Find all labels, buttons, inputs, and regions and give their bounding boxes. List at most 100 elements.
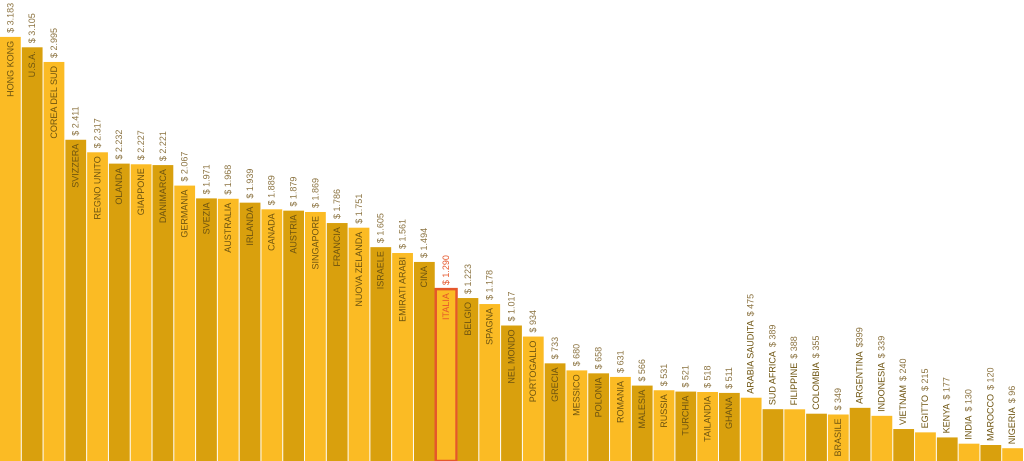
- category-label: ISRAELE: [376, 251, 386, 289]
- value-label: $ 511: [724, 367, 734, 389]
- bar: [370, 247, 392, 461]
- bar: [718, 392, 740, 461]
- bar: [871, 415, 893, 461]
- category-label: MALESIA: [637, 390, 647, 429]
- bar: [457, 298, 479, 461]
- bar: [1002, 448, 1023, 461]
- category-label: BELGIO: [463, 302, 473, 336]
- category-label: BRASILE: [833, 419, 843, 457]
- category-label: SUD AFRICA: [768, 351, 778, 405]
- value-label: $ 1.968: [223, 165, 233, 195]
- bar: [413, 261, 435, 461]
- category-label: PORTOGALLO: [528, 341, 538, 403]
- bar: [522, 336, 544, 461]
- value-label: $ 2.227: [136, 130, 146, 160]
- category-label: CINA: [419, 266, 429, 288]
- value-label: $ 658: [594, 347, 604, 370]
- bar: [631, 385, 653, 461]
- bar: [130, 164, 152, 461]
- category-label: SPAGNA: [485, 308, 495, 345]
- category-label: TAILANDIA: [702, 396, 712, 442]
- value-label: $ 1.889: [267, 175, 277, 205]
- category-label: AUSTRIA: [289, 215, 299, 254]
- value-label: $ 1.561: [397, 219, 407, 249]
- value-label: $ 349: [833, 388, 843, 411]
- value-label: $399: [855, 327, 865, 347]
- bar: [43, 61, 65, 461]
- value-label: $ 1.751: [354, 194, 364, 224]
- category-label: AUSTRALIA: [223, 203, 233, 253]
- bar: [392, 253, 413, 461]
- bar-label: INDIA $ 130: [964, 389, 974, 440]
- category-label: SVEZIA: [201, 202, 211, 234]
- category-label: GIAPPONE: [136, 168, 146, 215]
- category-label: GERMANIA: [180, 190, 190, 238]
- category-label: CANADA: [267, 213, 277, 251]
- bar: [65, 139, 87, 461]
- bar-label: ARGENTINA $399: [855, 327, 865, 404]
- value-label: $ 1.290: [441, 255, 451, 285]
- bar-label: ARABIA SAUDITA $ 475: [746, 294, 756, 394]
- value-label: $ 518: [702, 365, 712, 388]
- value-label: $ 388: [790, 336, 800, 359]
- bar: [566, 370, 588, 461]
- bar: [196, 198, 217, 461]
- bar: [326, 223, 348, 461]
- value-label: $ 1.178: [485, 270, 495, 300]
- value-label: $ 1.605: [376, 213, 386, 243]
- bar-label: VIETNAM $ 240: [899, 358, 909, 425]
- category-label: U.S.A.: [27, 51, 37, 77]
- value-label: $ 240: [899, 358, 909, 381]
- category-label: RUSSIA: [659, 394, 669, 428]
- bar: [958, 443, 980, 461]
- bar: [108, 163, 130, 461]
- category-label: GHANA: [724, 397, 734, 429]
- bar-label: COLOMBIA $ 355: [811, 336, 821, 410]
- category-label: NIGERIA: [1007, 407, 1017, 444]
- category-label: DANIMARCA: [158, 169, 168, 223]
- value-label: $ 2.317: [92, 118, 102, 148]
- bar: [675, 391, 697, 461]
- value-label: $ 120: [986, 367, 996, 390]
- value-label: $ 566: [637, 359, 647, 382]
- category-label: FILIPPINE: [790, 363, 800, 406]
- category-label: SINGAPORE: [310, 216, 320, 270]
- bar: [762, 409, 784, 461]
- value-label: $ 2.067: [180, 152, 190, 182]
- bar: [261, 209, 283, 461]
- bar-label: KENYA $ 177: [942, 377, 952, 433]
- value-label: $ 2.232: [114, 130, 124, 160]
- category-label: EMIRATI ARABI: [397, 257, 407, 322]
- value-label: $ 934: [528, 310, 538, 333]
- category-label: ARGENTINA: [855, 351, 865, 404]
- category-label: NEL MONDO: [506, 329, 516, 383]
- bar: [87, 152, 108, 461]
- value-label: $ 215: [920, 368, 930, 391]
- value-label: $ 339: [877, 336, 887, 359]
- value-label: $ 3.183: [5, 3, 15, 33]
- value-label: $ 1.017: [506, 291, 516, 321]
- bar: [849, 407, 871, 461]
- bar: [544, 363, 566, 461]
- value-label: $ 1.939: [245, 169, 255, 199]
- value-label: $ 1.869: [310, 178, 320, 208]
- bar: [501, 325, 522, 461]
- bar: [283, 210, 305, 461]
- value-label: $ 3.105: [27, 13, 37, 43]
- bar-label: FILIPPINE $ 388: [790, 336, 800, 405]
- value-label: $ 1.879: [289, 177, 299, 207]
- value-label: $ 130: [964, 389, 974, 412]
- category-label: REGNO UNITO: [92, 156, 102, 219]
- category-label: HONG KONG: [5, 41, 15, 97]
- value-label: $ 2.221: [158, 131, 168, 161]
- bar-label: SUD AFRICA $ 389: [768, 325, 778, 406]
- category-label: SVIZZERA: [71, 144, 81, 188]
- bar: [915, 432, 936, 461]
- bar: [152, 165, 174, 461]
- category-label: VIETNAM: [899, 385, 909, 425]
- category-label: COREA DEL SUD: [49, 65, 59, 138]
- value-label: $ 1.223: [463, 264, 473, 294]
- category-label: ARABIA SAUDITA: [746, 320, 756, 393]
- bar: [980, 445, 1002, 461]
- value-label: $ 521: [681, 365, 691, 388]
